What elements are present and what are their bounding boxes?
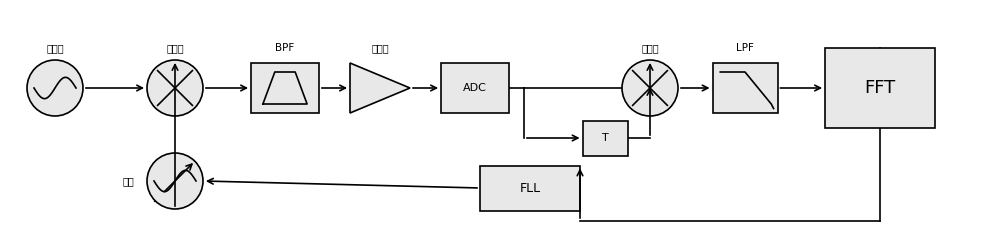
Text: 混频器: 混频器 bbox=[166, 43, 184, 53]
Text: ADC: ADC bbox=[463, 83, 487, 93]
Bar bbox=[582, 121, 628, 156]
Circle shape bbox=[622, 60, 678, 116]
Bar bbox=[480, 165, 580, 210]
Circle shape bbox=[147, 60, 203, 116]
Circle shape bbox=[27, 60, 83, 116]
Bar bbox=[441, 63, 509, 113]
Polygon shape bbox=[350, 63, 410, 113]
Text: FFT: FFT bbox=[864, 79, 896, 97]
Bar bbox=[825, 48, 935, 128]
Bar bbox=[712, 63, 778, 113]
Text: 乘法器: 乘法器 bbox=[641, 43, 659, 53]
Text: FLL: FLL bbox=[519, 182, 541, 194]
Text: T: T bbox=[602, 133, 608, 143]
Text: BPF: BPF bbox=[275, 43, 295, 53]
Text: 放大器: 放大器 bbox=[371, 43, 389, 53]
Text: 本振: 本振 bbox=[122, 176, 134, 186]
Text: LPF: LPF bbox=[736, 43, 754, 53]
Text: 待测源: 待测源 bbox=[46, 43, 64, 53]
Circle shape bbox=[147, 153, 203, 209]
Bar bbox=[251, 63, 319, 113]
